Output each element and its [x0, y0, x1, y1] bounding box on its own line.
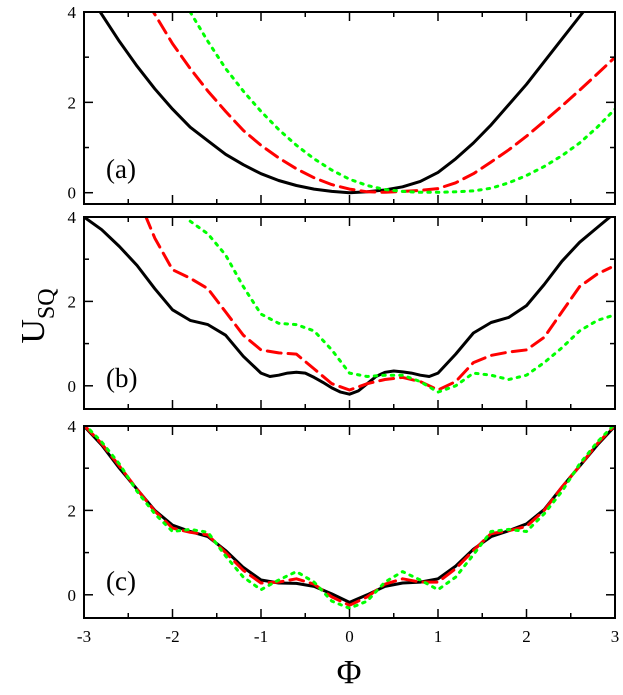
panel-c-ytick-label: 2: [68, 501, 77, 520]
panel-c-ytick-label: 4: [68, 417, 77, 436]
x-axis-title: Φ: [337, 654, 362, 691]
panel-c-label: (c): [106, 566, 136, 596]
panel-b-ytick-label: 4: [68, 208, 77, 227]
panel-a: 0 2 4 (a): [68, 3, 616, 205]
panel-c-series-solid: [84, 426, 615, 604]
panel-c-series-dashed: [84, 426, 615, 607]
panel-a-ytick-label: 2: [68, 93, 77, 112]
panel-c: 0 2 4 (c): [68, 417, 616, 619]
x-tick-label: 3: [611, 627, 620, 646]
y-axis-title: USQ: [15, 288, 60, 343]
panel-b-ytick-label: 0: [68, 377, 77, 396]
panel-b: 0 2 4 (b): [68, 208, 616, 410]
x-tick-label: 0: [345, 627, 354, 646]
panel-a-frame: [83, 11, 616, 205]
x-tick-label: 1: [434, 627, 443, 646]
panel-b-ytick-label: 2: [68, 292, 77, 311]
panel-c-ytick-label: 0: [68, 586, 77, 605]
panel-a-series-dashed: [151, 12, 615, 194]
x-tick-label: -1: [254, 627, 268, 646]
x-tick-label: -2: [165, 627, 179, 646]
y-axis-title-sub: SQ: [34, 288, 60, 319]
y-axis-title-main: U: [15, 319, 52, 344]
panel-a-label: (a): [106, 154, 136, 184]
x-tick-label: -3: [77, 627, 91, 646]
panel-b-frame: [83, 216, 616, 410]
panel-a-series-dotted: [188, 12, 615, 194]
x-tick-label: 2: [522, 627, 531, 646]
panel-a-ytick-label: 0: [68, 184, 77, 203]
panel-b-series-dashed: [144, 217, 613, 392]
panel-a-ytick-label: 4: [68, 3, 77, 22]
panel-c-series-dotted: [84, 426, 615, 610]
panel-a-series-solid: [98, 12, 586, 195]
panel-b-series-solid: [84, 217, 613, 396]
panel-b-label: (b): [106, 363, 137, 393]
panel-b-series-dotted: [188, 219, 613, 394]
